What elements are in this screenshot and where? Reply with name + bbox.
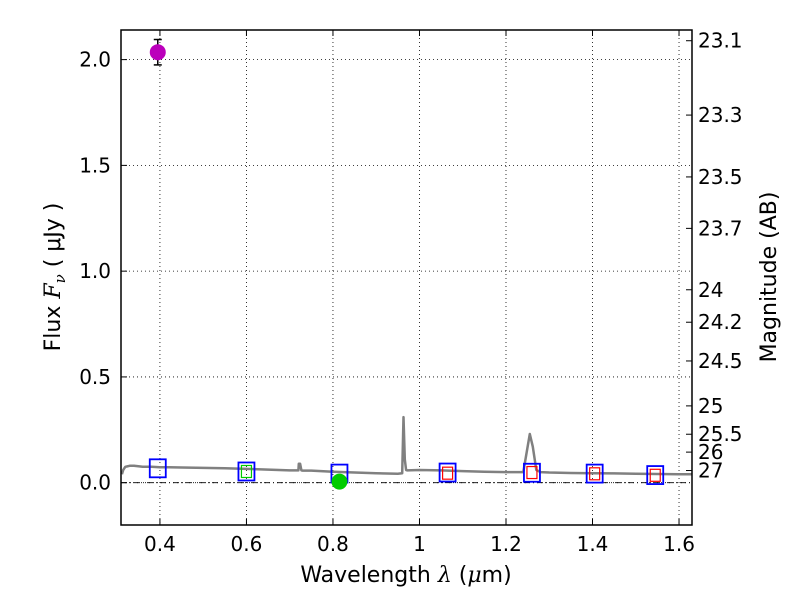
mag-tick-label: 24.2 <box>698 310 743 334</box>
x-axis-label-unit-rest: m) <box>482 563 512 588</box>
mag-tick-label: 23.3 <box>698 103 743 127</box>
mag-tick-label: 27 <box>698 459 723 483</box>
x-tick-label: 0.6 <box>231 532 263 556</box>
model-photometry-point <box>585 463 604 484</box>
mag-tick-label: 24 <box>698 278 723 302</box>
detection-point <box>331 473 348 490</box>
grid <box>121 30 692 525</box>
y-axis-label-unit: ( μJy ) <box>41 203 66 275</box>
x-tick-label: 0.8 <box>317 532 349 556</box>
observed-photometry-point <box>441 466 454 480</box>
y-tick-label: 0.0 <box>79 471 111 495</box>
y-tick-label: 0.5 <box>79 365 111 389</box>
observed-photometry-point <box>589 467 601 481</box>
x-tick-label: 0.4 <box>144 532 176 556</box>
y-axis-label: Flux Fν ( μJy ) <box>41 203 69 352</box>
detection-point <box>149 44 166 61</box>
x-axis-label: Wavelength λ (μm) <box>300 563 511 588</box>
y-tick-label: 1.0 <box>79 259 111 283</box>
x-tick-label: 1.4 <box>577 532 609 556</box>
model-photometry-point <box>148 458 167 479</box>
mag-tick-label: 23.5 <box>698 165 743 189</box>
mag-tick-label: 25 <box>698 394 723 418</box>
mag-tick-label: 26 <box>698 440 723 464</box>
x-tick-label: 1.2 <box>490 532 522 556</box>
y-axis-label-prefix: Flux <box>41 299 66 352</box>
y-axis-label-var: F <box>41 283 66 300</box>
mag-tick-label: 25.5 <box>698 422 743 446</box>
x-axis-label-prefix: Wavelength <box>300 563 438 588</box>
observed-photometry-point <box>649 468 661 482</box>
y2-axis-label: Magnitude (AB) <box>757 192 782 363</box>
observed-photometry-point <box>526 465 538 480</box>
series-layer <box>120 38 692 490</box>
x-tick-label: 1.6 <box>663 532 695 556</box>
x-axis-label-unit-open: ( <box>452 563 468 588</box>
observed-photometry-point <box>240 464 253 479</box>
model-photometry-point <box>438 462 457 483</box>
mag-tick-label: 23.1 <box>698 29 743 53</box>
y-tick-label: 1.5 <box>79 153 111 177</box>
x-tick-label: 1 <box>413 532 426 556</box>
x-axis-label-var: λ <box>437 563 452 588</box>
spectrum-line <box>120 415 692 476</box>
mag-tick-label: 23.7 <box>698 216 743 240</box>
model-photometry-point <box>237 461 256 482</box>
model-photometry-point <box>523 462 541 483</box>
y-tick-label: 2.0 <box>79 48 111 72</box>
ticks: 0.4 0.6 0.8 1 1.2 1.4 1.6 0.0 0.5 1.0 1.5 2.0 23.1 23… <box>79 29 742 556</box>
model-photometry-point <box>646 465 665 485</box>
x-axis-label-unit-mu: μ <box>467 563 481 588</box>
y-axis-label-var-sub: ν <box>51 274 69 283</box>
mag-tick-label: 24.5 <box>698 349 743 373</box>
plot-frame <box>120 29 693 526</box>
